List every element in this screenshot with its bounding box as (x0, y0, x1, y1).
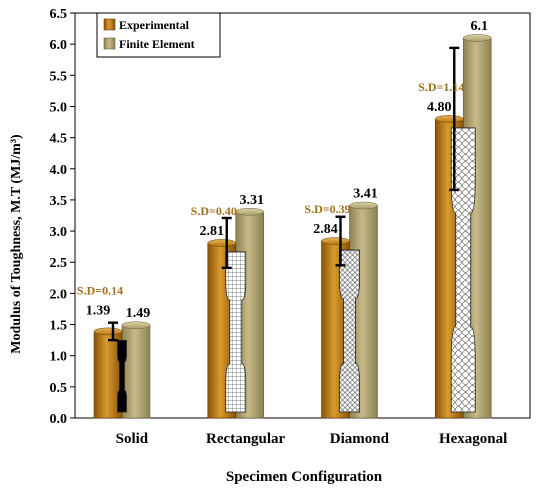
data-label-experimental: 2.81 (200, 224, 225, 239)
y-axis-title: Modulus of Toughness, M.T (MJ/m³) (9, 134, 24, 354)
y-tick-label: 5.5 (50, 69, 68, 84)
error-bar (221, 216, 232, 270)
axes: 0.0 0.5 1.0 1.5 2.0 2.5 3.0 3.5 4.0 4.5 5.0 5.5 6.0 6… (50, 7, 531, 447)
bar-finite-element-top (463, 34, 492, 42)
sd-annotation: S.D=0.14 (77, 284, 123, 298)
bar-experimental-top (207, 239, 236, 247)
specimen-diamond-icon (339, 249, 360, 413)
y-tick-label: 5.0 (50, 100, 68, 115)
bar-experimental-top (321, 237, 350, 245)
sd-annotation: S.D=1.14 (418, 80, 464, 94)
x-tick-label: Rectangular (206, 431, 285, 447)
legend-label-experimental: Experimental (119, 18, 190, 32)
x-tick-label: Hexagonal (439, 431, 507, 447)
bar-experimental-top (93, 327, 123, 336)
legend-swatch-experimental (103, 18, 116, 31)
y-tick-label: 4.5 (50, 132, 68, 147)
data-label-finite-element: 3.31 (240, 193, 265, 208)
y-tick-label: 3.0 (50, 225, 68, 240)
data-label-experimental: 2.84 (313, 222, 338, 237)
data-label-finite-element: 3.41 (353, 187, 378, 202)
legend: Experimental Finite Element (96, 12, 221, 58)
legend-label-finite-element: Finite Element (119, 37, 195, 51)
bar-experimental-top (435, 115, 464, 123)
data-label-experimental: 1.39 (86, 304, 111, 319)
specimen-solid-icon (117, 339, 127, 413)
sd-annotation: S.D=0.39 (304, 202, 350, 216)
error-bar (449, 46, 460, 192)
value-labels: 1.39 1.49S.D=0.14 2.81 3.31S.D=0.40 2.84 3.41… (77, 19, 488, 321)
specimen-rectangular-icon (225, 251, 247, 413)
data-label-finite-element: 1.49 (126, 306, 151, 321)
y-tick-label: 2.0 (50, 287, 68, 302)
plot-frame (74, 12, 531, 419)
specimen-hexagonal-icon (450, 127, 476, 413)
y-tick-label: 6.0 (50, 38, 68, 53)
y-tick-label: 1.0 (50, 350, 68, 365)
y-tick-label: 0.5 (50, 381, 68, 396)
y-tick-label: 4.0 (50, 163, 68, 178)
y-tick-label: 6.5 (50, 7, 68, 22)
x-tick-label: Solid (116, 431, 149, 447)
legend-swatch-finite-element (103, 37, 116, 50)
bars (93, 34, 492, 419)
sd-annotation: S.D=0.40 (191, 204, 237, 218)
y-tick-label: 2.5 (50, 256, 68, 271)
legend-box (96, 12, 221, 58)
y-tick-label: 3.5 (50, 194, 68, 209)
x-tick-label: Diamond (330, 431, 390, 447)
error-bar (108, 321, 118, 342)
x-axis-title: Specimen Configuration (226, 469, 383, 485)
bar-finite-element-top (121, 321, 151, 329)
y-tick-label: 1.5 (50, 319, 68, 334)
data-label-finite-element: 6.1 (471, 19, 489, 34)
error-bar (335, 215, 346, 267)
y-tick-label: 0.0 (50, 412, 68, 427)
bar-finite-element-top (349, 201, 378, 210)
bar-finite-element-top (235, 208, 264, 216)
data-label-experimental: 4.80 (427, 100, 452, 115)
